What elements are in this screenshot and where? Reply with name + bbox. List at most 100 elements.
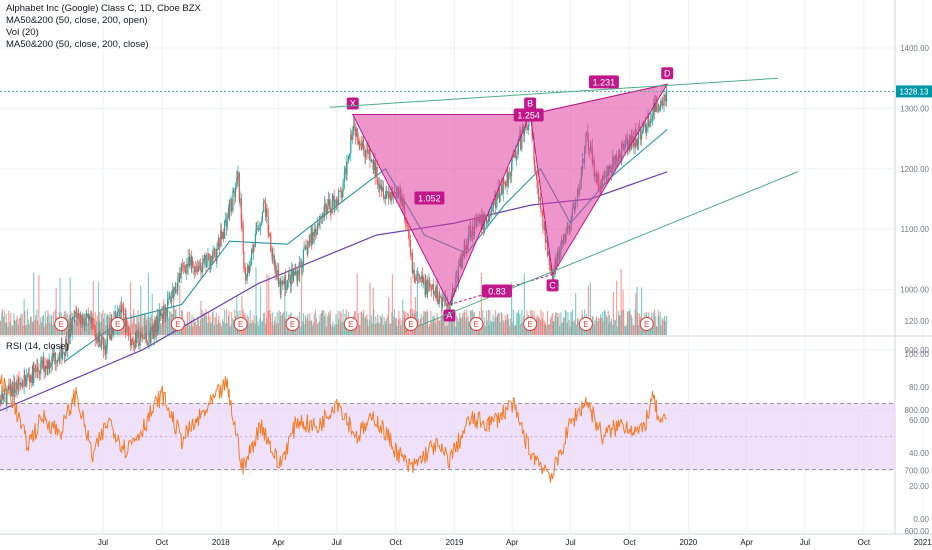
volume-bar	[187, 323, 189, 335]
candle-body	[513, 153, 515, 158]
harmonic-pattern[interactable]: X A B C D	[346, 67, 674, 322]
candle-body	[212, 248, 214, 260]
volume-bar	[141, 313, 143, 335]
candle-body	[500, 185, 502, 194]
legend-ma-close[interactable]: MA50&200 (50, close, 200, close)	[6, 39, 149, 50]
volume-bar	[94, 311, 96, 335]
earnings-marker-label: E	[290, 320, 295, 329]
pattern-point-b-badge[interactable]	[524, 97, 537, 110]
earnings-marker-icon[interactable]	[639, 317, 654, 331]
candle-body	[226, 217, 228, 228]
volume-bar	[418, 323, 420, 335]
volume-bar	[484, 317, 486, 335]
candle-body	[332, 195, 334, 201]
candle-body	[127, 323, 129, 333]
axes: 1600.001500.001400.001300.001200.001100.…	[98, 44, 932, 547]
candle-body	[286, 280, 288, 289]
pattern-point-c-badge[interactable]	[546, 279, 559, 292]
candle-body	[315, 233, 317, 235]
volume-bar	[216, 324, 218, 335]
candle-body	[129, 333, 131, 335]
volume-bar	[131, 323, 133, 335]
volume-bar	[504, 315, 506, 335]
earnings-marker-icon[interactable]	[54, 317, 69, 331]
candle-body	[414, 278, 417, 280]
time-tick-label: 2019	[446, 538, 464, 547]
time-tick-label: 2020	[679, 538, 697, 547]
volume-bar	[214, 317, 216, 335]
earnings-marker-icon[interactable]	[343, 317, 358, 331]
candle-body	[333, 195, 335, 209]
volume-bar	[320, 313, 322, 335]
trendline-2[interactable]	[404, 171, 799, 333]
trendline-1[interactable]	[329, 77, 779, 108]
candle-body	[4, 388, 7, 391]
candle-body	[389, 192, 391, 199]
volume-bar	[249, 310, 251, 335]
legend-volume[interactable]: Vol (20)	[6, 27, 39, 38]
candle-body	[190, 256, 192, 266]
earnings-marker-icon[interactable]	[469, 317, 484, 331]
earnings-marker-icon[interactable]	[404, 317, 419, 331]
candle-body	[514, 151, 517, 158]
candle-body	[230, 199, 232, 205]
volume-bar	[164, 315, 166, 335]
volume-bar	[562, 322, 564, 335]
candle-body	[543, 227, 545, 230]
volume-bar	[46, 316, 48, 335]
candle-body	[295, 271, 297, 275]
volume-bar	[251, 319, 253, 335]
candle-body	[165, 307, 167, 316]
legend-symbol-title[interactable]: Alphabet Inc (Google) Class C, 1D, Cboe …	[6, 3, 201, 14]
earnings-marker-icon[interactable]	[110, 317, 125, 331]
candle-body	[551, 275, 554, 283]
volume-bar	[410, 276, 412, 335]
earnings-marker-label: E	[59, 320, 64, 329]
volume-bar	[566, 323, 568, 335]
pattern-point-x-badge[interactable]	[346, 97, 359, 110]
candle-body	[237, 172, 239, 179]
candle-body	[273, 261, 276, 264]
volume-bar	[82, 323, 84, 335]
candle-body	[88, 316, 91, 320]
volume-bar	[13, 313, 15, 335]
candle-body	[77, 313, 80, 314]
trendlines[interactable]: 1328.13	[0, 77, 932, 333]
candle-body	[60, 343, 62, 353]
candle-body	[422, 279, 424, 282]
earnings-marker-icon[interactable]	[285, 317, 300, 331]
candle-body	[17, 377, 19, 390]
candle-body	[418, 275, 420, 279]
volume-bar	[280, 315, 282, 335]
candle-body	[340, 191, 342, 198]
volume-bar	[283, 311, 285, 335]
earnings-marker-icon[interactable]	[523, 317, 538, 331]
candle-body	[88, 316, 90, 320]
candle-body	[428, 279, 430, 287]
volume-bar	[327, 316, 329, 335]
volume-bar	[35, 315, 37, 335]
volume-bar	[556, 312, 558, 335]
earnings-marker-icon[interactable]	[578, 317, 593, 331]
earnings-marker-icon[interactable]	[233, 317, 248, 331]
candle-body	[154, 319, 157, 333]
rsi-line-layer	[0, 374, 667, 483]
pattern-point-d-badge[interactable]	[661, 67, 674, 80]
volume-bar	[539, 319, 541, 335]
candle-body	[636, 139, 638, 146]
volume-bar	[521, 309, 523, 335]
volume-bar	[357, 312, 360, 335]
legend-ma-open[interactable]: MA50&200 (50, close, 200, open)	[6, 15, 148, 26]
earnings-marker-label: E	[527, 320, 532, 329]
volume-bar	[486, 320, 488, 335]
volume-bar	[550, 315, 552, 335]
volume-bar	[461, 317, 463, 335]
candle-body	[286, 288, 288, 291]
legend-rsi[interactable]: RSI (14, close)	[6, 341, 69, 352]
volume-bar	[296, 325, 298, 335]
volume-bar	[369, 282, 371, 335]
earnings-marker-icon[interactable]	[170, 317, 185, 331]
volume-bar	[546, 324, 548, 335]
